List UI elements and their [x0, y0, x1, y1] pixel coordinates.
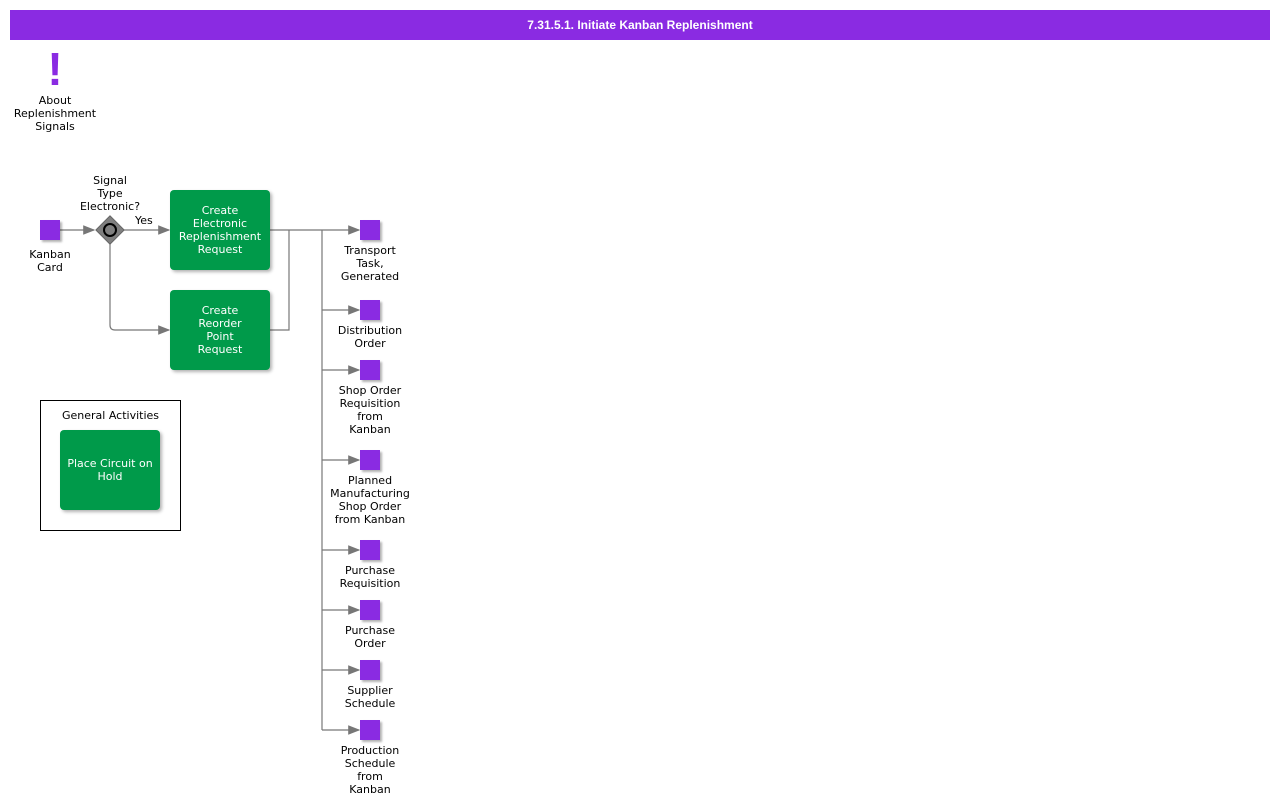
start-event[interactable]: [40, 220, 60, 240]
start-event-label: Kanban Card: [29, 248, 71, 274]
end-event-label: Supplier Schedule: [344, 684, 396, 710]
group-title: General Activities: [61, 409, 160, 422]
task-create-reorder-point-request[interactable]: Create Reorder Point Request: [170, 290, 270, 370]
end-event[interactable]: [360, 450, 380, 470]
exclamation-icon[interactable]: !: [47, 43, 63, 95]
end-event-label: Transport Task, Generated: [340, 244, 400, 283]
end-event-label: Purchase Requisition: [339, 564, 401, 590]
end-event-label: Distribution Order: [337, 324, 403, 350]
end-event-label: Shop Order Requisition from Kanban: [338, 384, 402, 436]
end-event[interactable]: [360, 720, 380, 740]
end-event-label: Production Schedule from Kanban: [340, 744, 400, 796]
end-event[interactable]: [360, 660, 380, 680]
diagram-title: 7.31.5.1. Initiate Kanban Replenishment: [10, 10, 1270, 40]
end-event[interactable]: [360, 220, 380, 240]
end-event-label: Planned Manufacturing Shop Order from Ka…: [330, 474, 410, 526]
gateway: [95, 215, 125, 245]
end-event[interactable]: [360, 600, 380, 620]
gateway-label: Signal Type Electronic?: [79, 174, 141, 213]
task-create-electronic-request[interactable]: Create Electronic Replenishment Request: [170, 190, 270, 270]
end-event-label: Purchase Order: [345, 624, 395, 650]
end-event[interactable]: [360, 300, 380, 320]
task-place-circuit-on-hold[interactable]: Place Circuit on Hold: [60, 430, 160, 510]
end-event[interactable]: [360, 360, 380, 380]
yes-label: Yes: [135, 214, 153, 227]
annotation-label: About Replenishment Signals: [13, 94, 97, 133]
end-event[interactable]: [360, 540, 380, 560]
group-general-activities: General Activities: [40, 400, 181, 531]
